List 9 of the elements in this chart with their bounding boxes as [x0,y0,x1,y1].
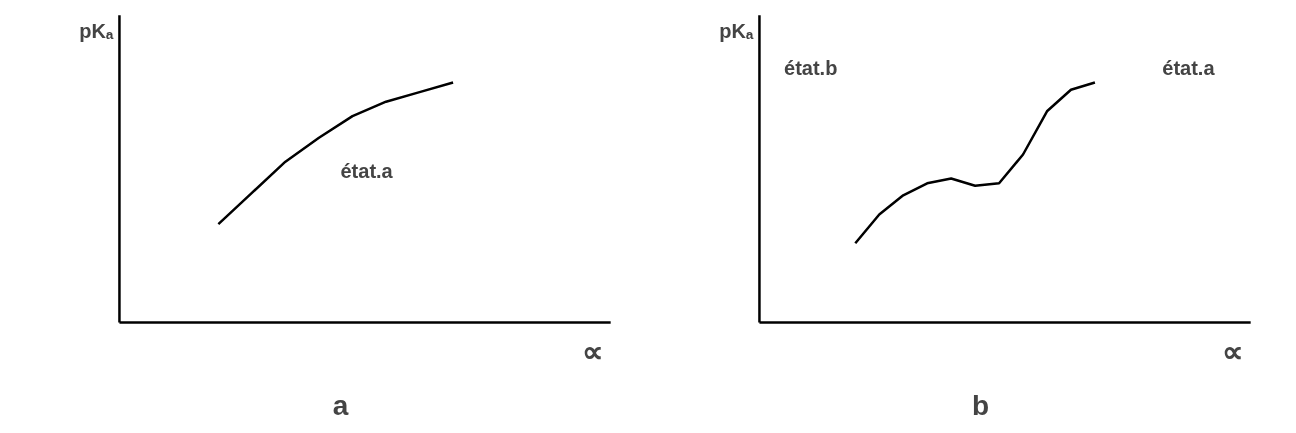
text: état.a [1162,57,1216,80]
text: a [332,389,349,421]
y-axis-title: pKₐ [79,20,114,43]
x-axis-title: ∝ [581,334,603,368]
text: état.b [784,57,838,80]
x-axis-title: ∝ [1221,334,1243,368]
y-axis-title: pKₐ [719,20,754,43]
text: b [971,389,990,421]
annotation: état.a [340,160,394,183]
